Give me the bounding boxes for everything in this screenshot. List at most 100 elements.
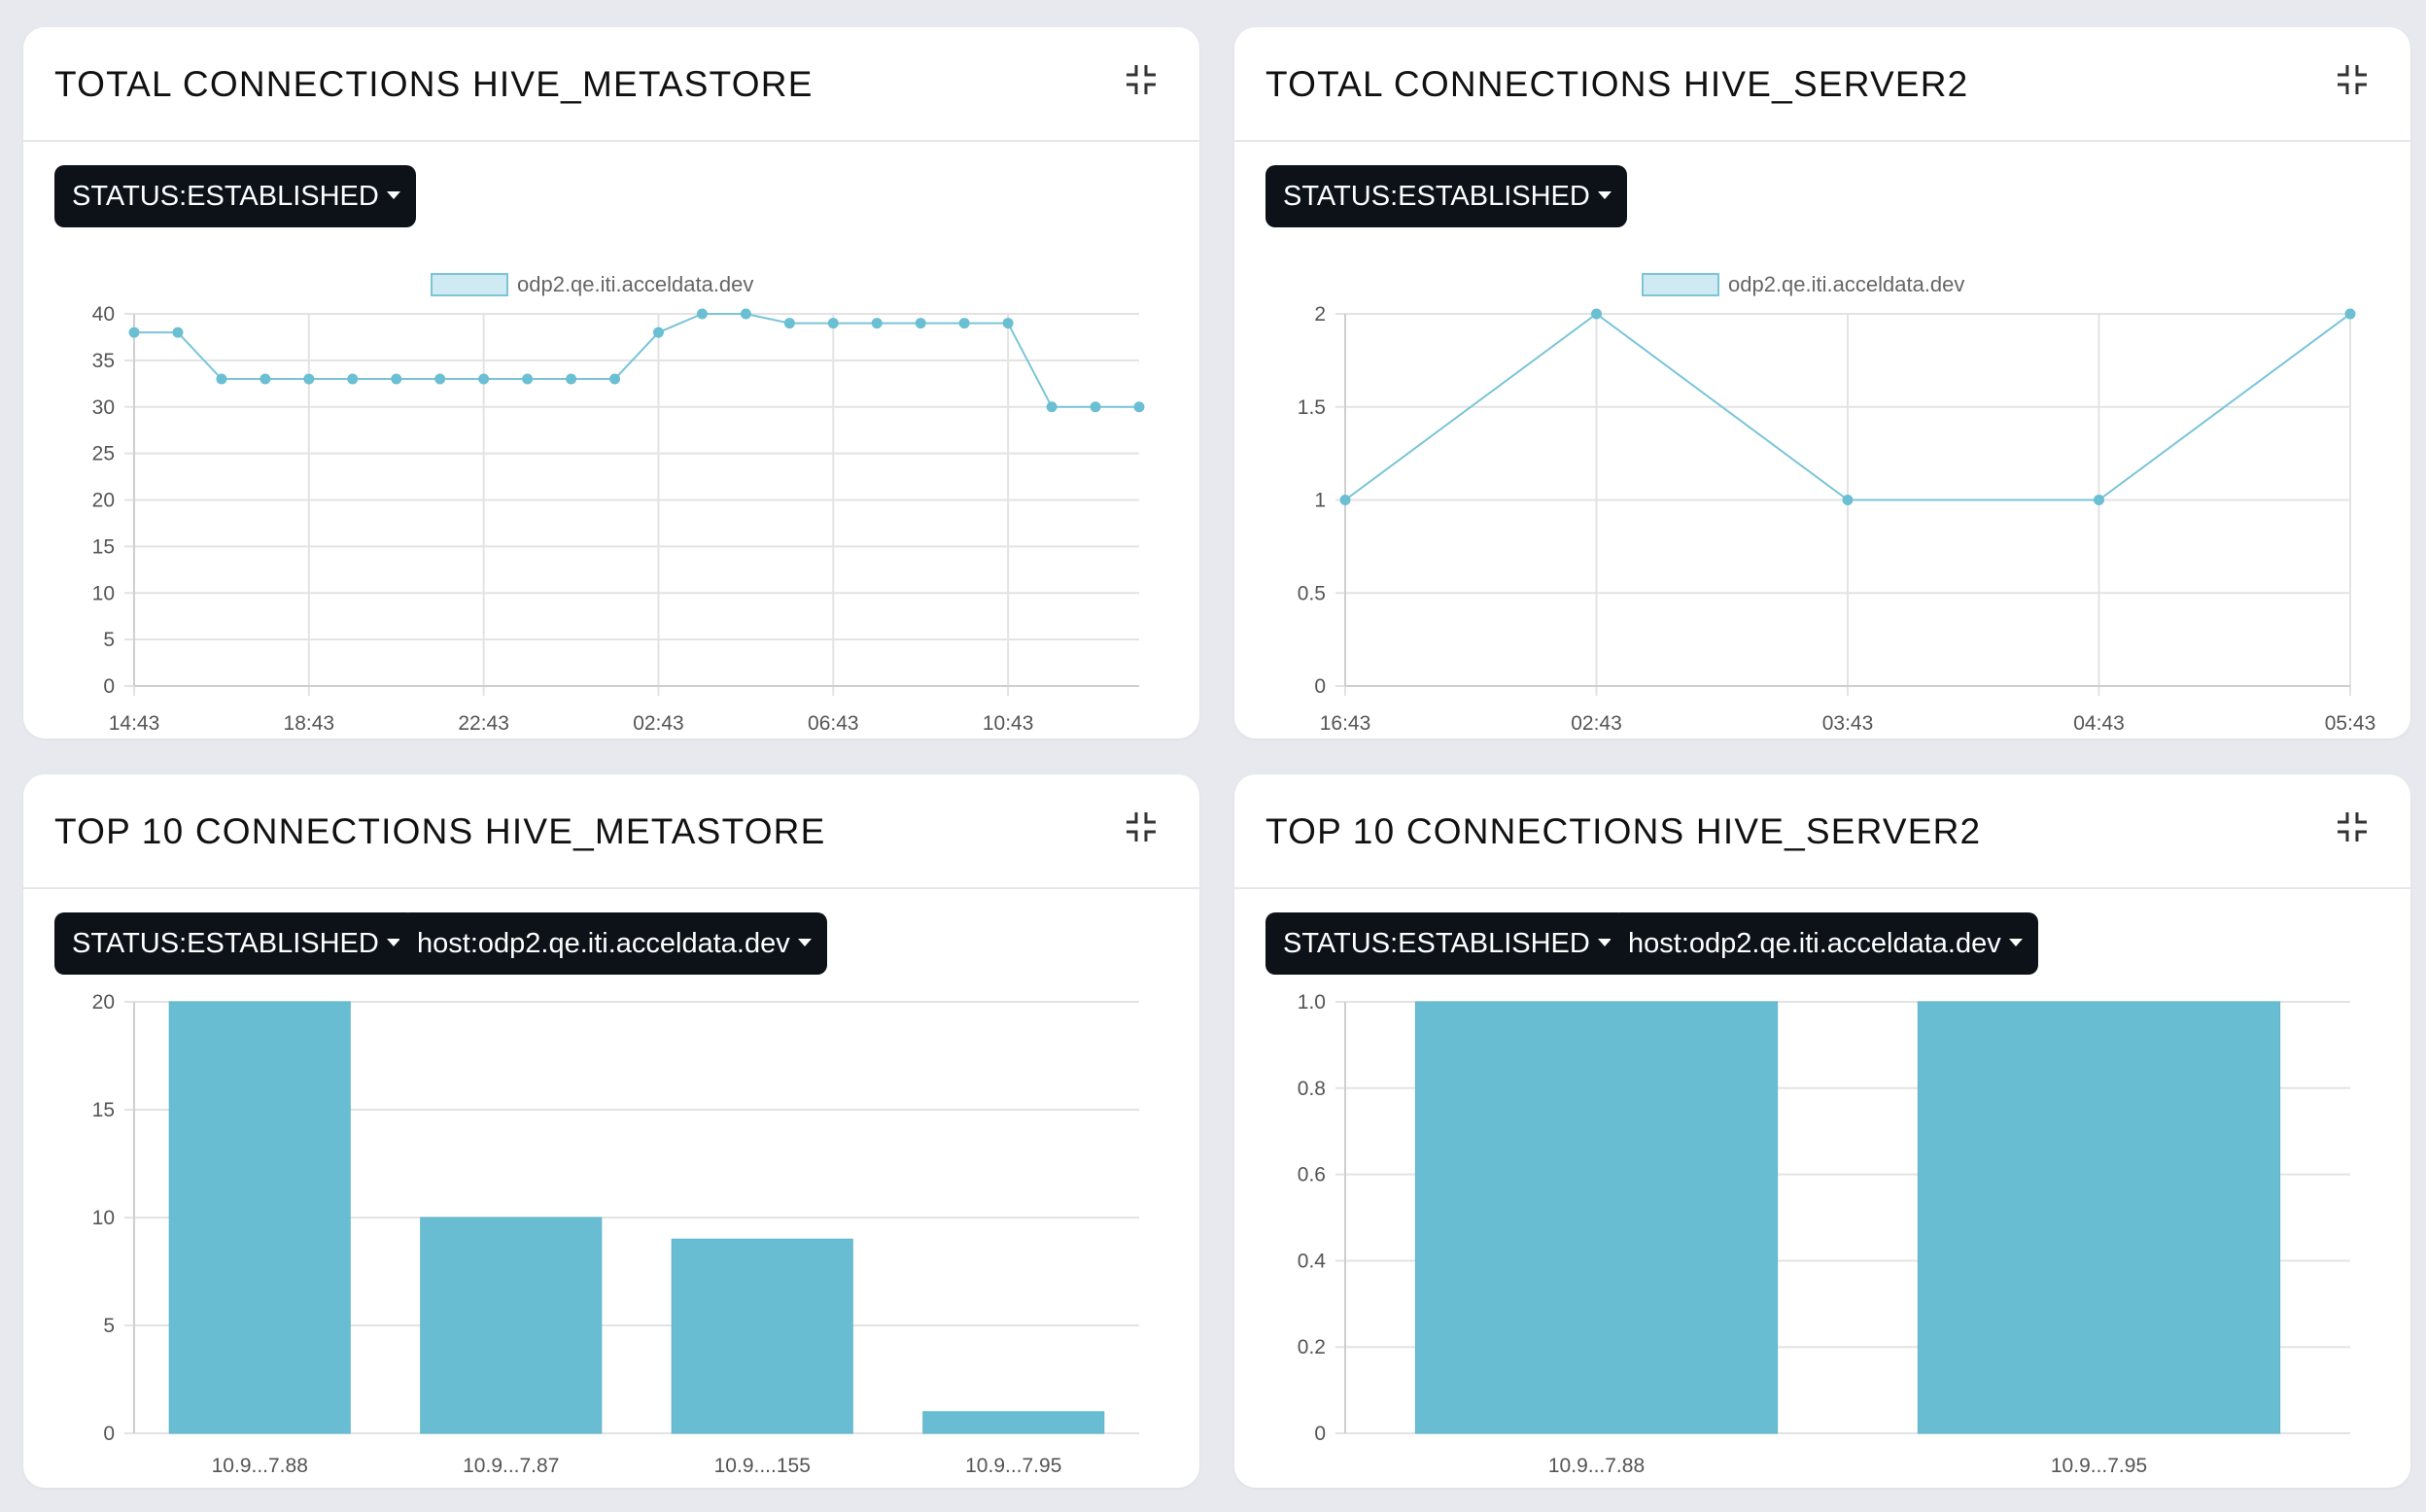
y-tick-label: 0.4: [1298, 1250, 1327, 1272]
status-filter-dropdown[interactable]: STATUS:ESTABLISHED: [1265, 912, 1627, 975]
status-filter-dropdown[interactable]: STATUS:ESTABLISHED: [1265, 165, 1627, 227]
status-filter-label: STATUS:ESTABLISHED: [72, 928, 379, 959]
host-filter-dropdown[interactable]: host:odp2.qe.iti.acceldata.dev: [1611, 912, 2038, 975]
data-point: [609, 373, 621, 385]
status-filter-label: STATUS:ESTABLISHED: [1283, 181, 1590, 212]
legend-swatch: [431, 273, 508, 296]
caret-down-icon: [1597, 939, 1612, 947]
panel-title: TOP 10 CONNECTIONS HIVE_SERVER2: [1265, 811, 1982, 851]
bar: [1917, 1001, 2281, 1434]
y-tick-label: 15: [92, 535, 115, 558]
y-tick-label: 0.8: [1298, 1078, 1326, 1100]
bar-chart: 0 0.2 0.4 0.6 0.8 1.0 10.9...7.88 10.9...7.95: [1298, 991, 2350, 1477]
x-tick-label: 10.9...7.87: [463, 1455, 559, 1477]
data-point: [652, 326, 664, 338]
data-point: [391, 373, 402, 385]
x-tick-label: 03:43: [1822, 712, 1874, 735]
x-tick-label: 06:43: [808, 712, 859, 735]
collapse-arrows-icon[interactable]: [2335, 62, 2370, 97]
series-line: [134, 313, 1139, 408]
x-tick-label: 18:43: [284, 712, 335, 735]
host-filter-label: host:odp2.qe.iti.acceldata.dev: [417, 928, 790, 959]
status-filter-dropdown[interactable]: STATUS:ESTABLISHED: [54, 165, 416, 227]
collapse-arrows-icon[interactable]: [1124, 809, 1159, 844]
caret-down-icon: [797, 939, 812, 947]
data-point: [783, 318, 795, 329]
x-tick-label: 05:43: [2325, 712, 2376, 735]
data-point: [1591, 308, 1602, 320]
data-point: [478, 373, 490, 385]
caret-down-icon: [2008, 939, 2023, 947]
bar: [1414, 1001, 1779, 1434]
data-point: [871, 318, 883, 329]
x-tick-label: 10.9...7.88: [1548, 1455, 1645, 1477]
data-point: [958, 318, 970, 329]
x-tick-label: 16:43: [1320, 712, 1371, 735]
status-filter-label: STATUS:ESTABLISHED: [1283, 928, 1590, 959]
collapse-arrows-icon[interactable]: [1124, 62, 1159, 97]
data-point: [1046, 401, 1057, 413]
y-tick-label: 10: [92, 582, 115, 604]
x-tick-label: 10.9....155: [714, 1455, 811, 1477]
y-tick-label: 1: [1314, 490, 1326, 512]
data-point: [2094, 495, 2104, 505]
y-tick-label: 0: [103, 1423, 115, 1445]
caret-down-icon: [386, 191, 400, 200]
data-point: [1842, 495, 1854, 505]
collapse-arrows-icon[interactable]: [2335, 809, 2370, 844]
bar-chart: 0 5 10 15 20 10.9...7.88 10.9...7.87 10.9....15…: [92, 991, 1139, 1477]
line-chart: odp2.qe.iti.acceldata.dev 0 0.5 1 1.5 2 16:43 0…: [1298, 272, 2376, 735]
host-filter-dropdown[interactable]: host:odp2.qe.iti.acceldata.dev: [399, 912, 827, 975]
data-point: [696, 308, 708, 320]
x-tick-label: 22:43: [458, 712, 509, 735]
data-point: [827, 318, 839, 329]
y-tick-label: 0: [103, 675, 115, 698]
bar: [168, 1001, 351, 1434]
panel-title: TOTAL CONNECTIONS HIVE_METASTORE: [54, 64, 814, 104]
panel-title: TOTAL CONNECTIONS HIVE_SERVER2: [1265, 64, 1969, 104]
data-point: [915, 318, 926, 329]
y-tick-label: 30: [92, 396, 115, 419]
panel-top10-connections-metastore: TOP 10 CONNECTIONS HIVE_METASTORE STATUS…: [23, 774, 1199, 1488]
panel-header: TOP 10 CONNECTIONS HIVE_METASTORE: [23, 774, 1199, 889]
x-tick-label: 02:43: [633, 712, 684, 735]
data-point: [1090, 401, 1101, 413]
y-tick-label: 0: [1314, 675, 1326, 698]
data-point: [566, 373, 577, 385]
host-filter-label: host:odp2.qe.iti.acceldata.dev: [1628, 928, 2001, 959]
status-filter-dropdown[interactable]: STATUS:ESTABLISHED: [54, 912, 416, 975]
y-tick-label: 1.0: [1298, 991, 1326, 1014]
y-tick-label: 5: [103, 1315, 115, 1337]
panel-total-connections-server2: TOTAL CONNECTIONS HIVE_SERVER2 STATUS:ES…: [1234, 27, 2410, 739]
panel-header: TOP 10 CONNECTIONS HIVE_SERVER2: [1234, 774, 2410, 889]
x-tick-label: 10.9...7.95: [965, 1455, 1061, 1477]
bar: [420, 1217, 603, 1434]
data-point: [128, 326, 140, 338]
legend-swatch: [1642, 273, 1719, 296]
y-tick-label: 20: [92, 991, 115, 1014]
y-tick-label: 0: [1314, 1423, 1326, 1445]
data-point: [2344, 308, 2356, 320]
y-tick-label: 40: [92, 303, 115, 326]
data-point: [522, 373, 534, 385]
data-point: [216, 373, 227, 385]
data-point: [1339, 495, 1351, 505]
x-tick-label: 10.9...7.95: [2051, 1455, 2147, 1477]
y-tick-label: 35: [92, 350, 115, 372]
y-tick-label: 5: [103, 629, 115, 651]
y-tick-label: 20: [92, 490, 115, 512]
data-point: [347, 373, 359, 385]
x-tick-label: 14:43: [109, 712, 160, 735]
y-tick-label: 0.2: [1298, 1336, 1326, 1358]
x-tick-label: 02:43: [1571, 712, 1622, 735]
legend-label: odp2.qe.iti.acceldata.dev: [1728, 272, 1964, 296]
panel-title: TOP 10 CONNECTIONS HIVE_METASTORE: [54, 811, 826, 851]
x-tick-label: 10:43: [983, 712, 1034, 735]
panel-top10-connections-server2: TOP 10 CONNECTIONS HIVE_SERVER2 STATUS:E…: [1234, 774, 2410, 1488]
data-point: [434, 373, 446, 385]
y-tick-label: 25: [92, 443, 115, 465]
status-filter-label: STATUS:ESTABLISHED: [72, 181, 379, 212]
y-tick-label: 2: [1314, 303, 1326, 326]
panel-header: TOTAL CONNECTIONS HIVE_METASTORE: [23, 27, 1199, 142]
y-tick-label: 10: [92, 1207, 115, 1229]
